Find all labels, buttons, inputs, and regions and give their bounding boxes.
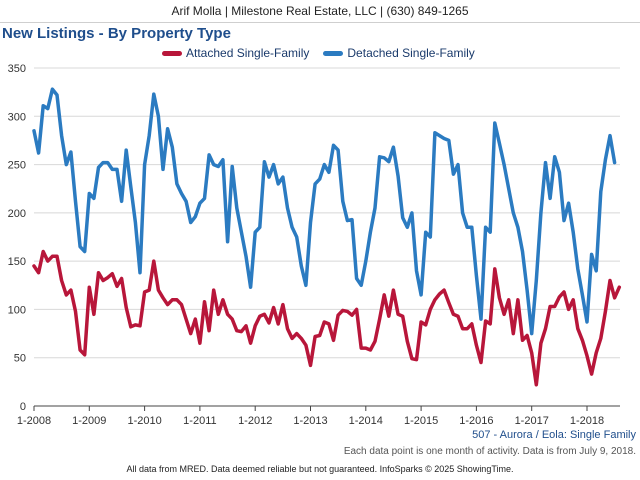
chart-legend: Attached Single-Family Detached Single-F… <box>162 45 489 61</box>
region-label: 507 - Aurora / Eola: Single Family <box>472 429 636 441</box>
y-tick-label: 50 <box>14 353 26 365</box>
x-axis-ticks: 1-2008 1-2009 1-2010 1-2011 1-2012 1-2013 1-20… <box>17 405 620 427</box>
chart-title: New Listings - By Property Type <box>2 25 231 42</box>
series-lines <box>32 87 622 387</box>
x-tick-label: 1-2013 <box>293 415 327 427</box>
y-tick-label: 300 <box>8 111 26 123</box>
x-tick-label: 1-2016 <box>459 415 493 427</box>
y-tick-label: 150 <box>8 256 26 268</box>
x-tick-label: 1-2012 <box>238 415 272 427</box>
legend-swatch-attached <box>162 50 182 56</box>
y-tick-label: 0 <box>20 401 26 413</box>
x-tick-label: 1-2010 <box>127 415 161 427</box>
legend-item-detached[interactable]: Detached Single-Family <box>323 46 475 60</box>
x-tick-label: 1-2017 <box>515 415 549 427</box>
header-text: Arif Molla | Milestone Real Estate, LLC … <box>171 4 469 18</box>
legend-item-attached[interactable]: Attached Single-Family <box>162 46 309 60</box>
x-tick-label: 1-2015 <box>404 415 438 427</box>
x-tick-label: 1-2018 <box>570 415 604 427</box>
legend-label-attached: Attached Single-Family <box>186 46 310 60</box>
x-tick-label: 1-2008 <box>17 415 51 427</box>
y-tick-label: 100 <box>8 304 26 316</box>
x-tick-label: 1-2009 <box>72 415 106 427</box>
y-tick-label: 350 <box>8 63 26 75</box>
legend-swatch-detached <box>323 50 344 56</box>
data-disclaimer: All data from MRED. Data deemed reliable… <box>126 464 514 474</box>
activity-note: Each data point is one month of activity… <box>343 446 636 457</box>
x-tick-label: 1-2011 <box>183 415 216 427</box>
header-bar: Arif Molla | Milestone Real Estate, LLC … <box>0 0 640 23</box>
legend-label-detached: Detached Single-Family <box>347 46 475 60</box>
y-tick-label: 200 <box>8 208 26 220</box>
x-tick-label: 1-2014 <box>349 415 383 427</box>
series-line-attached <box>32 249 622 387</box>
y-axis-ticks: 0 50 100 150 200 250 300 350 <box>8 63 26 413</box>
y-tick-label: 250 <box>8 160 26 172</box>
series-line-detached <box>32 87 617 336</box>
